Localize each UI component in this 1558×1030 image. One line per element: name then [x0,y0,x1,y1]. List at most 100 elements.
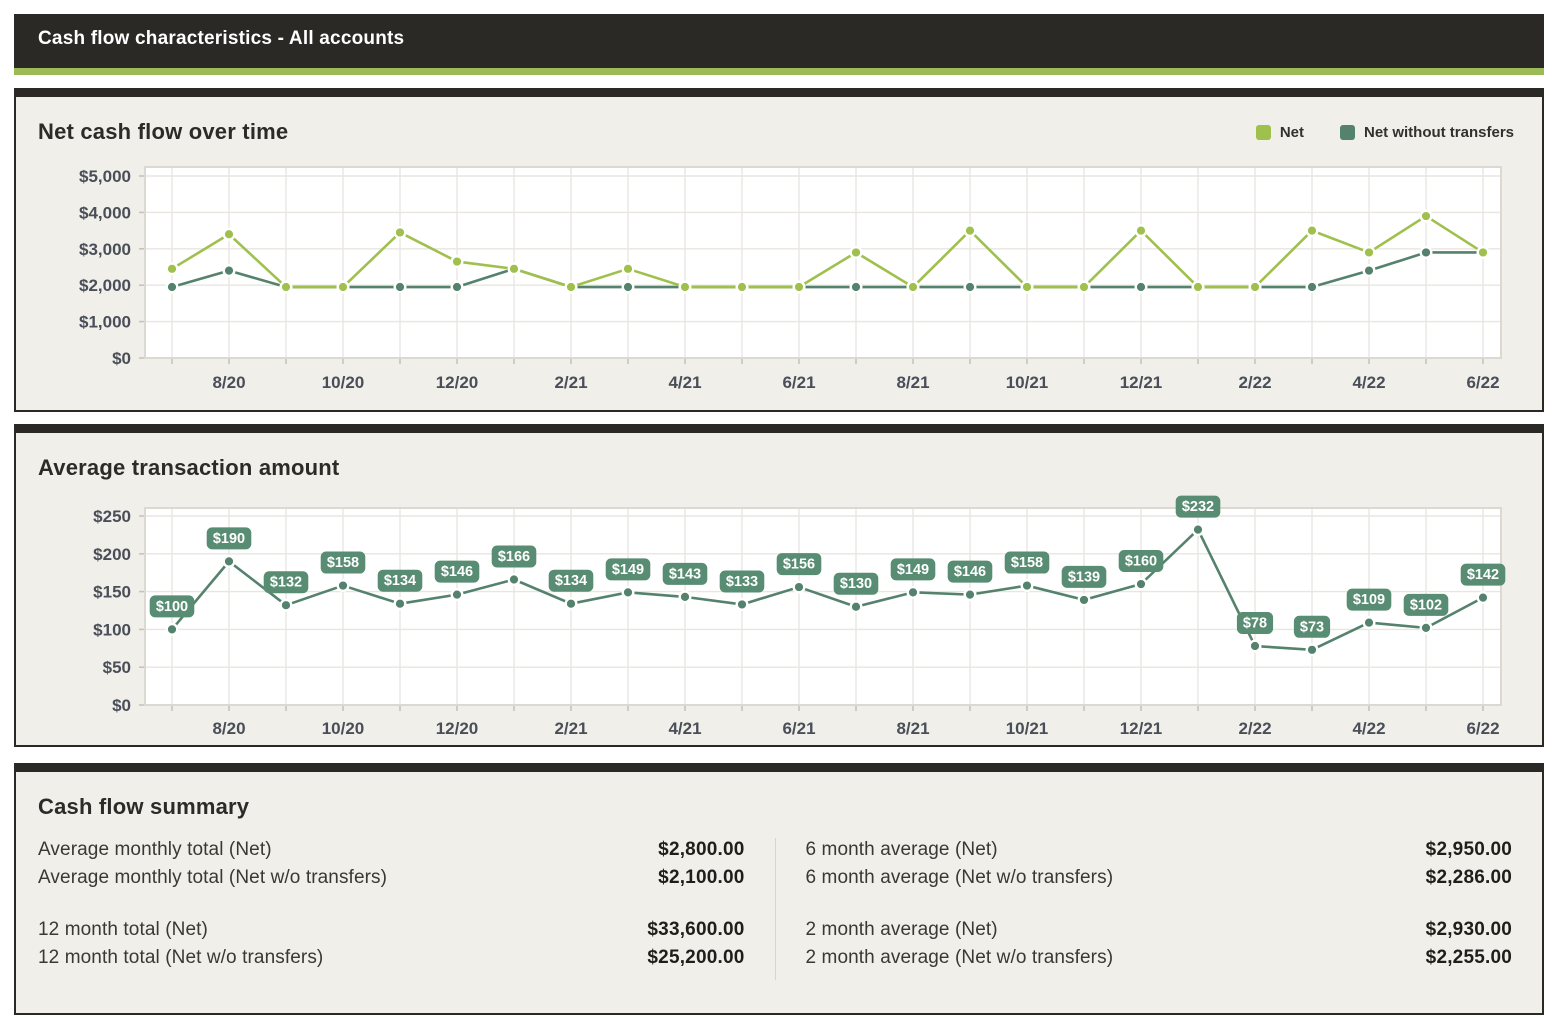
svg-text:6/22: 6/22 [1466,373,1499,392]
cash-flow-summary-title: Cash flow summary [38,794,250,819]
svg-text:$2,000: $2,000 [79,276,131,295]
average-transaction-panel-head: Average transaction amount [16,433,1542,481]
summary-row: 12 month total (Net w/o transfers) $25,2… [38,944,745,972]
svg-text:$133: $133 [726,574,758,590]
data-label-pill [833,572,879,595]
svg-text:$100: $100 [156,599,188,615]
series-0 [165,209,1490,294]
svg-text:$102: $102 [1410,597,1442,613]
average-transaction-title: Average transaction amount [38,455,340,480]
summary-row: 2 month average (Net) $2,930.00 [806,916,1513,944]
summary-row: 12 month total (Net) $33,600.00 [38,916,745,944]
svg-text:4/22: 4/22 [1352,719,1385,738]
svg-text:$250: $250 [93,507,131,526]
data-label-pill [263,571,309,594]
summary-label: Average monthly total (Net w/o transfers… [38,867,388,888]
cash-flow-summary-panel: Cash flow summary Average monthly total … [14,763,1544,1015]
average-transaction-panel: Average transaction amount $0 $50 $100 $150… [14,424,1544,747]
data-label-pill [548,569,594,592]
summary-value: $2,286.00 [1425,867,1512,888]
summary-value: $33,600.00 [647,919,745,940]
svg-text:2/22: 2/22 [1238,373,1271,392]
summary-column-divider [774,838,776,980]
data-label-pill [662,562,708,585]
svg-text:$146: $146 [441,564,473,580]
svg-text:$134: $134 [555,573,587,589]
svg-text:6/21: 6/21 [782,719,815,738]
summary-right-column: 6 month average (Net) $2,950.00 6 month … [776,836,1513,980]
data-label-pill [1061,565,1107,588]
summary-row: 2 month average (Net w/o transfers) $2,2… [806,944,1513,972]
svg-text:$200: $200 [93,545,131,564]
svg-text:$50: $50 [103,658,131,677]
svg-text:10/20: 10/20 [322,373,365,392]
svg-text:12/21: 12/21 [1120,373,1163,392]
summary-value: $2,950.00 [1425,839,1512,860]
svg-text:2/22: 2/22 [1238,719,1271,738]
svg-text:$149: $149 [612,562,644,578]
data-label-pill [1403,593,1449,616]
svg-text:$160: $160 [1125,554,1157,570]
summary-label: 6 month average (Net w/o transfers) [805,867,1114,888]
svg-text:$134: $134 [384,573,416,589]
svg-text:12/21: 12/21 [1120,719,1163,738]
summary-label: 12 month total (Net w/o transfers) [38,947,324,968]
data-label-pill [491,545,537,568]
svg-text:$142: $142 [1467,567,1499,583]
summary-label: 2 month average (Net) [805,919,998,940]
svg-text:4/21: 4/21 [668,719,701,738]
svg-text:8/20: 8/20 [212,373,245,392]
svg-text:$190: $190 [213,531,245,547]
svg-text:10/20: 10/20 [322,719,365,738]
series-0 [165,523,1490,657]
cash-flow-summary-head: Cash flow summary [16,772,1542,820]
data-label-pill [149,595,195,618]
data-label-pill [1236,612,1274,635]
data-label-pill [947,560,993,583]
svg-text:12/20: 12/20 [436,373,479,392]
data-label-pill [1460,563,1506,586]
data-label-pill [890,558,936,581]
summary-row: 6 month average (Net) $2,950.00 [806,836,1513,864]
data-label-pill [719,570,765,593]
svg-text:$232: $232 [1182,499,1214,515]
summary-label: 6 month average (Net) [805,839,998,860]
svg-text:$132: $132 [270,575,302,591]
summary-value: $2,800.00 [658,839,745,860]
svg-text:10/21: 10/21 [1006,373,1049,392]
summary-value: $2,100.00 [658,867,745,888]
summary-value: $2,930.00 [1425,919,1512,940]
data-label-pill [434,560,480,583]
svg-text:$3,000: $3,000 [79,240,131,259]
report-header: Cash flow characteristics - All accounts [14,14,1544,75]
svg-text:6/21: 6/21 [782,373,815,392]
data-label-pill [320,551,366,574]
summary-left-column: Average monthly total (Net) $2,800.00 Av… [38,836,775,980]
net-cash-flow-chart: $0 $1,000 $2,000 $3,000 $4,000 $5,000 8/20 10/2… [79,166,1502,392]
svg-text:$150: $150 [93,583,131,602]
svg-text:4/22: 4/22 [1352,373,1385,392]
svg-text:$166: $166 [498,549,530,565]
svg-text:$73: $73 [1300,619,1324,635]
svg-text:$0: $0 [112,349,131,368]
svg-text:$78: $78 [1243,616,1267,632]
cash-flow-summary-body: Average monthly total (Net) $2,800.00 Av… [16,820,1542,980]
average-transaction-chart: $0 $50 $100 $150 $200 $250 $100 $190 $132 $158 $13… [93,495,1506,738]
summary-label: 2 month average (Net w/o transfers) [805,947,1114,968]
svg-text:4/21: 4/21 [668,373,701,392]
data-label-pill [206,527,252,550]
summary-row: Average monthly total (Net) $2,800.00 [38,836,745,864]
data-label-pill [1004,551,1050,574]
svg-text:10/21: 10/21 [1006,719,1049,738]
svg-text:$146: $146 [954,564,986,580]
summary-label: Average monthly total (Net) [38,839,272,860]
svg-text:$156: $156 [783,557,815,573]
data-label-pill [605,558,651,581]
summary-label: 12 month total (Net) [38,919,208,940]
legend-item-net: Net [1255,124,1304,141]
data-label-pill [377,569,423,592]
net-cash-flow-panel: Net cash flow over time Net Net without … [14,88,1544,412]
svg-text:8/20: 8/20 [212,719,245,738]
svg-text:$139: $139 [1068,569,1100,585]
